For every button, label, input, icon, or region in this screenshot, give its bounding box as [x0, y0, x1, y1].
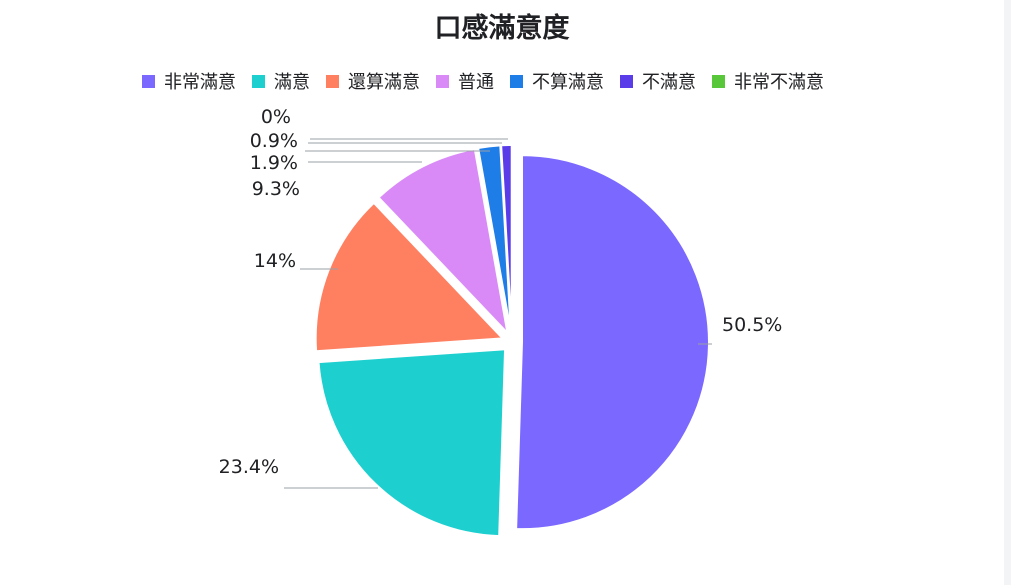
legend-swatch	[712, 74, 725, 88]
chart-title: 口感滿意度	[434, 13, 570, 44]
legend-item[interactable]: 非常不滿意	[712, 68, 824, 94]
legend-label: 不滿意	[642, 72, 696, 93]
legend-swatch	[620, 74, 633, 88]
pie-slice[interactable]	[317, 348, 507, 538]
data-label: 1.9%	[250, 152, 298, 174]
data-label: 0%	[261, 106, 291, 128]
legend-item[interactable]: 非常滿意	[142, 68, 236, 94]
legend-label: 普通	[458, 72, 494, 93]
legend-label: 非常滿意	[164, 72, 236, 93]
legend-swatch	[142, 74, 155, 88]
data-label: 9.3%	[252, 178, 300, 200]
legend-item[interactable]: 滿意	[252, 68, 310, 94]
legend-label: 滿意	[274, 72, 310, 93]
legend-label: 不算滿意	[532, 72, 604, 93]
legend-swatch	[252, 74, 265, 88]
pie-slice[interactable]	[500, 144, 513, 333]
legend-item[interactable]: 還算滿意	[326, 68, 420, 94]
legend-label: 非常不滿意	[734, 72, 824, 93]
legend-item[interactable]: 普通	[436, 68, 494, 94]
data-label: 50.5%	[722, 314, 782, 336]
legend-item[interactable]: 不算滿意	[510, 68, 604, 94]
chart-legend: 非常滿意 滿意 還算滿意 普通 不算滿意 不滿意 非常不滿意	[142, 66, 824, 96]
pie-slice[interactable]	[377, 147, 510, 337]
legend-swatch	[326, 74, 339, 88]
legend-label: 還算滿意	[348, 72, 420, 93]
legend-swatch	[510, 74, 523, 88]
pie-slice[interactable]	[515, 154, 710, 531]
data-label: 0.9%	[250, 130, 298, 152]
data-label: 14%	[254, 250, 296, 272]
pie-slice[interactable]	[314, 201, 505, 353]
legend-swatch	[436, 74, 449, 88]
legend-item[interactable]: 不滿意	[620, 68, 696, 94]
data-label: 23.4%	[219, 456, 279, 478]
